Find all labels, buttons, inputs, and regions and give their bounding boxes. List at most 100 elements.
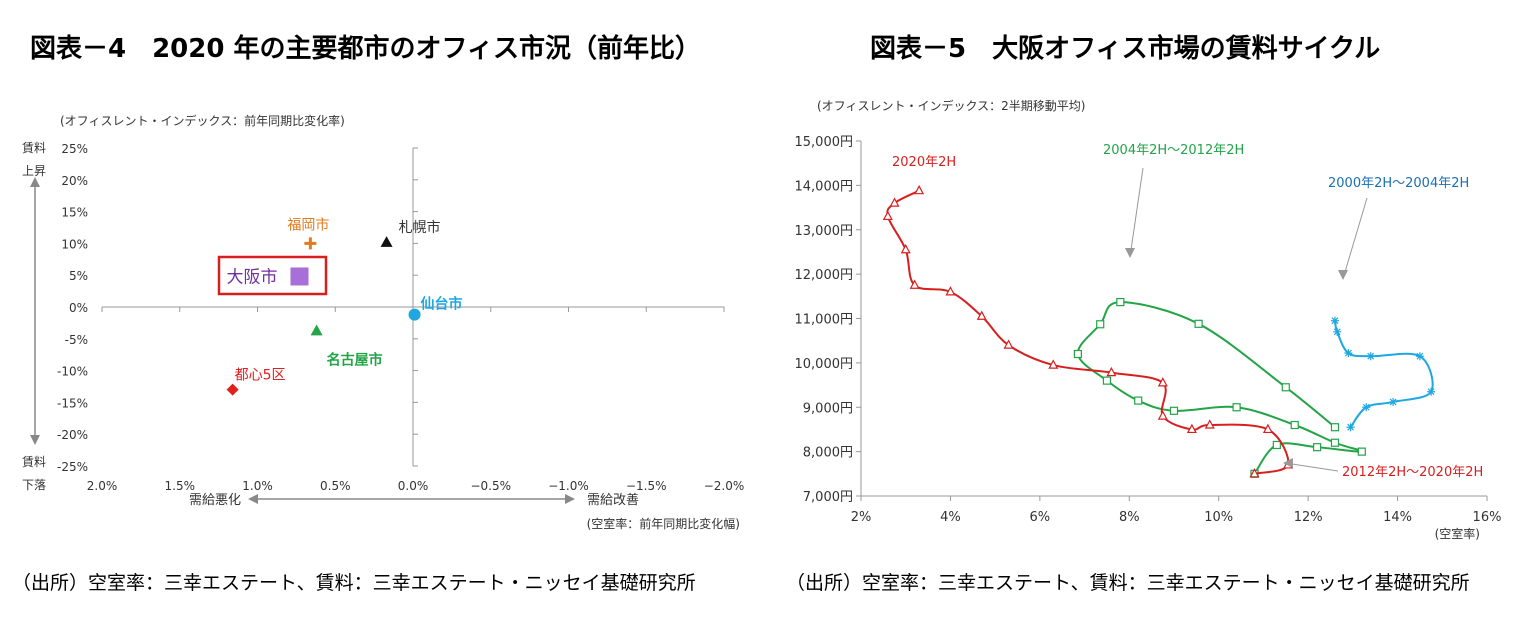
series-point [1312,443,1322,452]
supply-worsen-arrowhead [248,494,258,504]
annotation-arrowhead [1338,270,1348,280]
scatter-point [408,308,421,321]
rent-up-label: 上昇 [22,164,46,178]
series-point [1272,440,1281,450]
annotation-arrowhead [1125,248,1135,258]
series-point [1262,423,1273,434]
series-point [1003,339,1014,349]
y-tick-label: 15% [61,206,88,220]
series-point [1169,406,1179,415]
y-tick-label: 9,000円 [803,401,853,416]
rent-down-arrowhead [30,435,40,445]
y-tick-label: -10% [57,365,88,379]
y-tick-label: 11,000円 [795,313,854,328]
rent-label-top: 賃料 [22,140,46,155]
point-label: 札幌市 [399,219,441,236]
series-point [1389,397,1398,406]
series-point [882,210,893,221]
rent-down-label: 下落 [22,478,46,492]
office-market-scatter-chart: (オフィスレント・インデックス：前年同期比変化率) 25% 20% 15% 10% 5% 0… [22,113,745,531]
series-point [1330,423,1340,432]
series-point [1281,383,1290,392]
point-label: 大阪市 [226,267,277,287]
series-point [889,197,900,207]
chart-5-source: （出所）空室率：三幸エステート、賃料：三幸エステート・ニッセイ基礎研究所 [786,572,1470,594]
x-tick-label: 4% [940,510,961,525]
point-label: 都心5区 [235,368,286,384]
x-tick-label: 2.0% [87,479,118,493]
x-tick-label: 14% [1383,510,1412,525]
y-tick-label: 5% [69,269,88,283]
series-point [1362,403,1371,412]
series-point [1186,423,1197,434]
x-axis-note: (空室率：前年同期比変化幅) [587,516,740,531]
y-tick-label: 13,000円 [795,224,854,239]
chart-4-title: 図表－4 2020 年の主要都市のオフィス市況（前年比） [30,34,701,64]
series-point [1204,419,1215,429]
chart-4-source: （出所）空室率：三幸エステート、賃料：三幸エステート・ニッセイ基礎研究所 [12,572,696,594]
annotation-arrowhead [1283,458,1293,468]
y-tick-label: 14,000円 [795,179,854,194]
y-tick-label: 7,000円 [803,490,853,505]
annotation-label: 2004年2H～2012年2H [1103,143,1244,158]
y-axis-note: (オフィスレント・インデックス：前年同期比変化率) [60,113,345,128]
chart-5-title: 図表－5 大阪オフィス市場の賃料サイクル [870,34,1381,64]
x-tick-label: 2% [851,510,872,525]
x-tick-label: 1.0% [242,479,273,493]
x-tick-label: −1.5% [626,479,667,493]
annotation-arrow-line [1130,167,1144,251]
x-tick-label: 0.5% [320,479,351,493]
series-point [945,286,956,296]
y-tick-label: 25% [61,142,88,156]
series-line [1333,320,1434,428]
series-point [1330,438,1340,447]
point-label: 仙台市 [421,296,463,313]
series-point [1048,359,1059,369]
series-point [1194,319,1203,328]
x-tick-label: −2.0% [704,479,745,493]
series-point [1357,447,1366,456]
series-point [914,184,925,195]
x-axis-note: (空室率) [1435,526,1480,541]
x-tick-label: 6% [1030,510,1051,525]
series-point [1330,316,1339,325]
series-line [886,189,1290,475]
series-point [1427,387,1436,396]
scatter-point [380,236,393,247]
series-point [1134,396,1143,405]
series-point [1157,377,1168,387]
y-axis-note: (オフィスレント・インデックス：2半期移動平均) [817,98,1085,113]
x-tick-label: −1.0% [548,479,589,493]
point-label: 名古屋市 [327,352,383,369]
scatter-point [304,237,317,250]
y-tick-label: 12,000円 [795,268,854,283]
y-tick-label: -15% [57,396,88,410]
series-point [1333,327,1342,336]
y-tick-label: -25% [57,460,88,474]
supply-improve-arrowhead [565,494,575,504]
series-point [1290,420,1299,430]
x-tick-label: 16% [1473,510,1502,525]
rent-up-arrowhead [30,177,40,187]
series-point [1366,352,1375,361]
x-tick-label: −0.5% [470,479,511,493]
y-tick-label: 0% [69,301,88,315]
annotation-label: 2020年2H [892,155,956,170]
series-point [1106,366,1117,377]
scatter-point [226,383,239,396]
scatter-point [290,267,309,286]
annotation-arrow-line [1344,197,1368,273]
y-tick-label: 8,000円 [803,446,853,461]
y-tick-label: -20% [57,428,88,442]
x-tick-label: 8% [1119,510,1140,525]
annotation-arrow-line [1291,463,1339,472]
point-label: 福岡市 [287,216,329,233]
x-tick-label: 12% [1294,510,1323,525]
annotation-label: 2012年2H～2020年2H [1342,465,1483,480]
osaka-rent-cycle-chart: (オフィスレント・インデックス：2半期移動平均) 7,000円 8,000円 9,00… [795,98,1502,541]
y-tick-label: 10% [61,237,88,251]
series-point [1232,403,1241,412]
annotation-label: 2000年2H～2004年2H [1328,176,1469,191]
series-point [1096,320,1105,329]
series-point [1249,468,1260,478]
